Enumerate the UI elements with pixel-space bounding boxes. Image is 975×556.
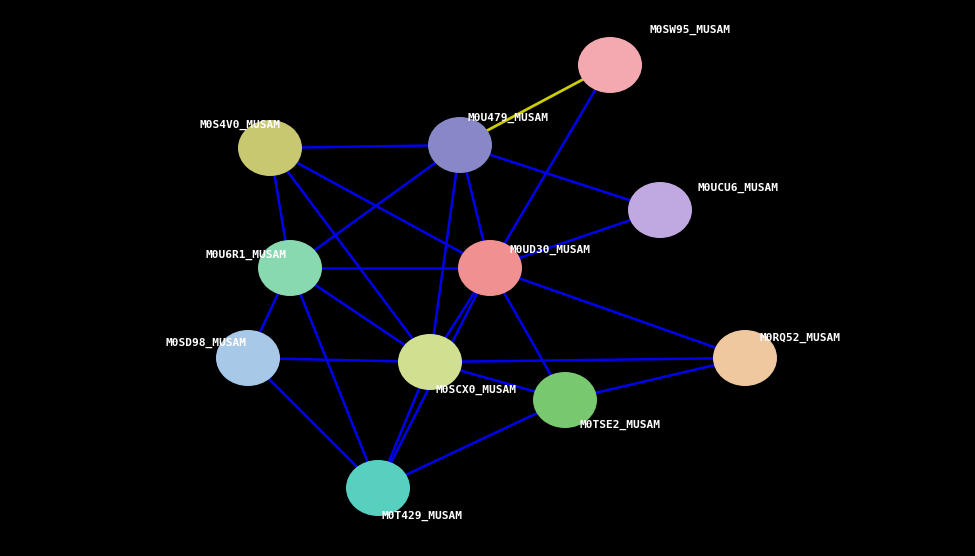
- Text: M0SCX0_MUSAM: M0SCX0_MUSAM: [435, 385, 516, 395]
- Text: M0U6R1_MUSAM: M0U6R1_MUSAM: [205, 250, 286, 260]
- Text: M0SD98_MUSAM: M0SD98_MUSAM: [165, 338, 246, 348]
- Ellipse shape: [398, 334, 462, 390]
- Text: M0TSE2_MUSAM: M0TSE2_MUSAM: [580, 420, 661, 430]
- Ellipse shape: [713, 330, 777, 386]
- Ellipse shape: [578, 37, 642, 93]
- Ellipse shape: [346, 460, 410, 516]
- Text: M0SW95_MUSAM: M0SW95_MUSAM: [650, 25, 731, 35]
- Text: M0T429_MUSAM: M0T429_MUSAM: [382, 511, 463, 521]
- Text: M0UD30_MUSAM: M0UD30_MUSAM: [510, 245, 591, 255]
- Ellipse shape: [428, 117, 492, 173]
- Ellipse shape: [533, 372, 597, 428]
- Ellipse shape: [258, 240, 322, 296]
- Text: M0RQ52_MUSAM: M0RQ52_MUSAM: [760, 333, 841, 343]
- Text: M0S4V0_MUSAM: M0S4V0_MUSAM: [200, 120, 281, 130]
- Ellipse shape: [458, 240, 522, 296]
- Ellipse shape: [216, 330, 280, 386]
- Ellipse shape: [628, 182, 692, 238]
- Text: M0UCU6_MUSAM: M0UCU6_MUSAM: [698, 183, 779, 193]
- Ellipse shape: [238, 120, 302, 176]
- Text: M0U479_MUSAM: M0U479_MUSAM: [468, 113, 549, 123]
